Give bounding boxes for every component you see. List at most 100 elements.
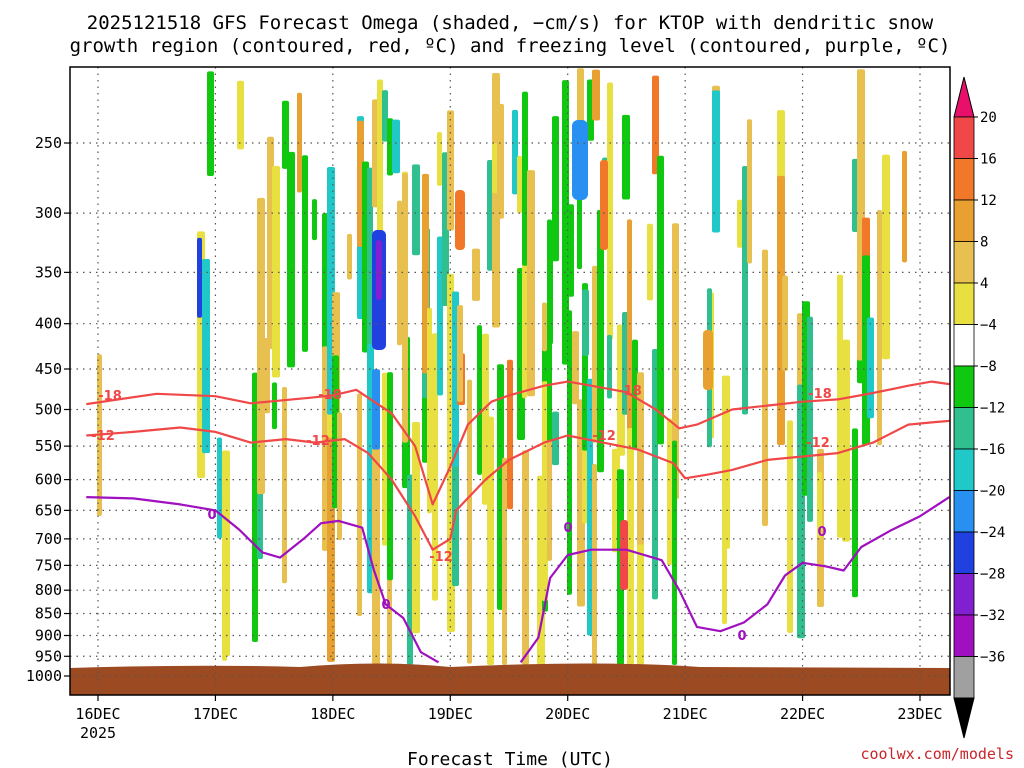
colorbar-swatch bbox=[953, 656, 975, 699]
colorbar-tick-label: −24 bbox=[980, 525, 1005, 541]
omega-cell bbox=[302, 155, 308, 352]
omega-cell bbox=[377, 79, 383, 242]
colorbar-tick-label: 20 bbox=[980, 110, 997, 126]
omega-cell bbox=[652, 75, 659, 175]
omega-cell bbox=[397, 200, 402, 346]
colorbar-tick-label: 8 bbox=[980, 235, 988, 251]
colorbar-swatch bbox=[953, 614, 975, 657]
contour-label: 0 bbox=[563, 521, 572, 536]
omega-cell bbox=[357, 393, 362, 617]
omega-cell bbox=[387, 118, 393, 176]
omega-cell bbox=[487, 416, 494, 665]
x-tick-label: 18DEC bbox=[310, 705, 355, 723]
omega-cell bbox=[437, 132, 442, 186]
contour-label: -12 bbox=[806, 436, 830, 451]
colorbar-swatch bbox=[953, 158, 975, 201]
y-tick-label: 1000 bbox=[26, 667, 62, 685]
omega-cell bbox=[592, 69, 600, 121]
contour-label: -12 bbox=[429, 550, 453, 565]
omega-cell bbox=[882, 154, 890, 360]
ground-top bbox=[70, 663, 950, 672]
colorbar-tick-label: −12 bbox=[980, 401, 1005, 417]
omega-cell bbox=[607, 82, 613, 340]
omega-cell bbox=[282, 100, 289, 169]
omega-cell bbox=[282, 387, 287, 584]
contours bbox=[86, 380, 950, 664]
omega-cell bbox=[652, 349, 658, 600]
chart-title-line2: growth region (contoured, red, ºC) and f… bbox=[70, 35, 951, 57]
omega-cell bbox=[527, 183, 533, 366]
y-tick-label: 600 bbox=[35, 471, 62, 489]
omega-cell bbox=[837, 274, 843, 538]
contour-labels: -18 -18 -18 -18 -12 -12 -12 -12 -12 0 0 … bbox=[91, 384, 832, 644]
omega-cell bbox=[542, 381, 548, 602]
omega-cell bbox=[522, 91, 528, 266]
omega-cell bbox=[542, 302, 547, 352]
omega-cell bbox=[272, 382, 277, 430]
omega-cell bbox=[447, 110, 454, 231]
omega-core bbox=[600, 160, 608, 250]
colorbar-tick-label: 12 bbox=[980, 193, 997, 209]
y-tick-label: 300 bbox=[35, 204, 62, 222]
x-tick-label: 19DEC bbox=[428, 705, 473, 723]
omega-cell bbox=[477, 325, 482, 475]
omega-cell bbox=[437, 236, 443, 396]
omega-cell bbox=[627, 428, 634, 665]
y-tick-label: 500 bbox=[35, 401, 62, 419]
colorbar: 20 16 12 8 4 −4 −8 −12 −16 −20 −24 −28 −32 −36 bbox=[953, 76, 1005, 739]
omega-cell bbox=[337, 412, 342, 541]
colorbar-tick-label: 16 bbox=[980, 152, 997, 168]
omega-cell bbox=[637, 372, 644, 545]
contour-label: -18 bbox=[98, 389, 122, 404]
colorbar-swatch bbox=[953, 199, 975, 242]
y-tick-label: 850 bbox=[35, 605, 62, 623]
contour-label: -18 bbox=[618, 384, 642, 399]
y-tick-label: 650 bbox=[35, 501, 62, 519]
x-tick-label: 16DEC bbox=[75, 705, 120, 723]
omega-cell bbox=[567, 204, 574, 297]
omega-cell bbox=[347, 233, 352, 280]
omega-cell bbox=[582, 289, 589, 356]
omega-cell bbox=[487, 160, 493, 271]
omega-cell bbox=[572, 331, 579, 405]
y-axis: 250 300 350 400 450 500 550 600 650 700 750 800 850 9… bbox=[26, 134, 70, 685]
omega-cell bbox=[597, 209, 604, 473]
omega-cell bbox=[262, 337, 270, 414]
contour-label: -12 bbox=[306, 434, 330, 449]
omega-cell bbox=[402, 173, 408, 443]
omega-cell bbox=[507, 359, 513, 510]
omega-cell bbox=[432, 333, 438, 601]
contour-label: 0 bbox=[817, 525, 826, 540]
omega-cell bbox=[457, 305, 463, 402]
colorbar-swatch bbox=[953, 116, 975, 159]
omega-cell bbox=[567, 310, 572, 595]
chart-title-line1: 2025121518 GFS Forecast Omega (shaded, −… bbox=[87, 12, 934, 34]
y-tick-label: 800 bbox=[35, 581, 62, 599]
omega-cell bbox=[547, 222, 553, 345]
omega-cell bbox=[252, 372, 258, 642]
y-tick-label: 900 bbox=[35, 626, 62, 644]
omega-cell bbox=[657, 155, 664, 445]
omega-cell bbox=[672, 440, 677, 665]
omega-core bbox=[455, 190, 465, 250]
contour-label: 0 bbox=[381, 598, 390, 613]
colorbar-tick-label: −4 bbox=[980, 318, 997, 334]
omega-cell bbox=[737, 199, 743, 248]
colorbar-swatch bbox=[953, 531, 975, 574]
omega-cell bbox=[647, 223, 653, 301]
omega-cell bbox=[287, 151, 295, 368]
colorbar-bottom-arrow bbox=[953, 697, 975, 739]
colorbar-swatch bbox=[953, 324, 975, 367]
omega-cell bbox=[817, 471, 822, 539]
omega-cell bbox=[472, 248, 480, 301]
omega-cell bbox=[842, 339, 850, 542]
grid bbox=[70, 67, 950, 695]
omega-cell bbox=[867, 317, 874, 419]
credit-text: coolwx.com/models bbox=[860, 745, 1014, 763]
y-tick-label: 750 bbox=[35, 556, 62, 574]
omega-cell bbox=[592, 463, 597, 665]
omega-cell bbox=[382, 90, 388, 142]
y-tick-label: 450 bbox=[35, 360, 62, 378]
omega-cell bbox=[197, 237, 202, 318]
